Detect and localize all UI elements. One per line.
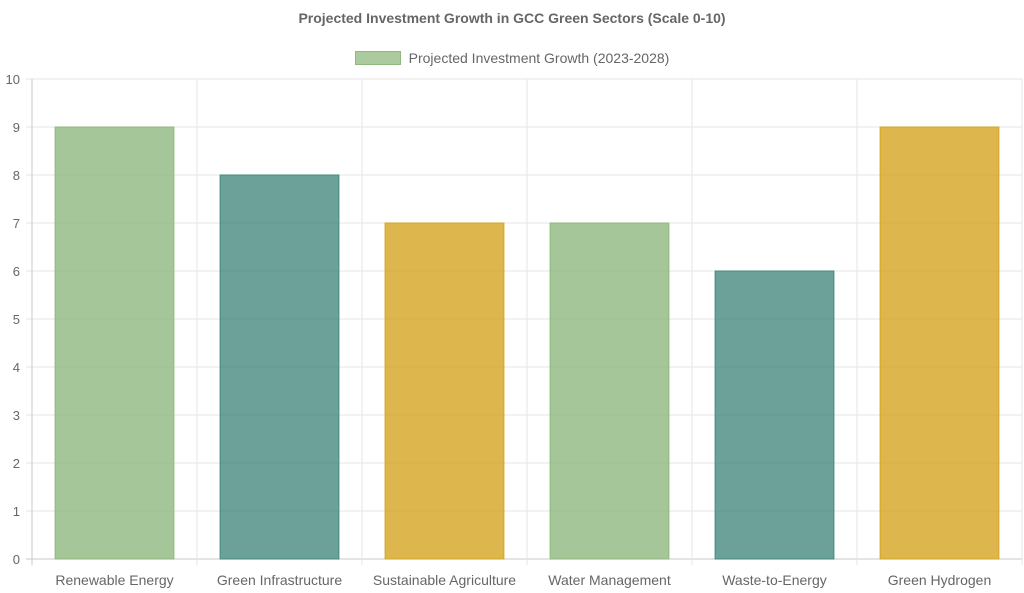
y-tick-label: 10 <box>6 72 20 87</box>
x-tick-label: Green Hydrogen <box>888 572 992 588</box>
bar-waste-to-energy <box>714 270 835 560</box>
x-tick-label: Green Infrastructure <box>217 572 342 588</box>
y-tick-label: 4 <box>13 360 20 375</box>
bar-green-infrastructure <box>219 174 340 560</box>
bar-sustainable-agriculture <box>384 222 505 560</box>
legend[interactable]: Projected Investment Growth (2023-2028) <box>0 50 1024 66</box>
y-tick-label: 7 <box>13 216 20 231</box>
x-tick-label: Sustainable Agriculture <box>373 572 516 588</box>
y-tick-label: 0 <box>13 552 20 567</box>
bar-green-hydrogen <box>879 126 1000 560</box>
x-tick-label: Water Management <box>548 572 671 588</box>
y-tick-label: 5 <box>13 312 20 327</box>
y-tick-label: 8 <box>13 168 20 183</box>
y-tick-label: 9 <box>13 120 20 135</box>
bar-water-management <box>549 222 670 560</box>
chart-title: Projected Investment Growth in GCC Green… <box>298 10 726 26</box>
bar-renewable-energy <box>54 126 175 560</box>
y-tick-label: 1 <box>13 504 20 519</box>
y-tick-label: 3 <box>13 408 20 423</box>
y-tick-label: 6 <box>13 264 20 279</box>
x-tick-label: Waste-to-Energy <box>722 572 827 588</box>
y-tick-label: 2 <box>13 456 20 471</box>
legend-swatch <box>354 51 401 65</box>
x-tick-label: Renewable Energy <box>55 572 173 588</box>
legend-label: Projected Investment Growth (2023-2028) <box>408 50 670 66</box>
